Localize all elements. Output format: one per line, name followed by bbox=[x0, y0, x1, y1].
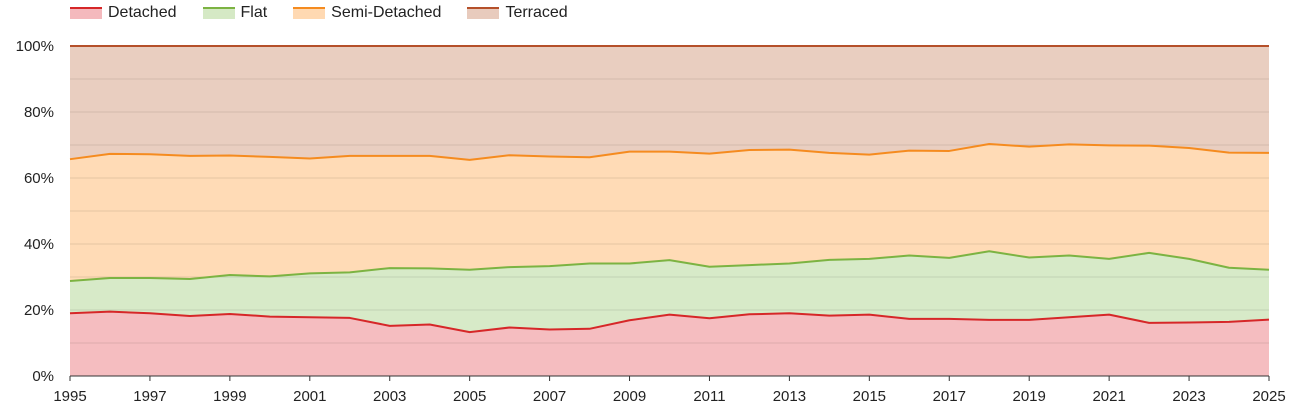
series-line-semi-detached bbox=[69, 143, 1270, 161]
y-tick-label: 40% bbox=[24, 236, 54, 253]
series-line-detached bbox=[69, 310, 1270, 334]
x-tick-label: 2017 bbox=[933, 388, 966, 405]
y-tick-label: 20% bbox=[24, 302, 54, 319]
area-fills bbox=[70, 46, 1269, 376]
area-terraced bbox=[70, 46, 1269, 160]
x-tick-label: 2007 bbox=[533, 388, 566, 405]
area-detached bbox=[70, 311, 1269, 376]
x-tick-label: 2003 bbox=[373, 388, 406, 405]
x-tick-label: 2005 bbox=[453, 388, 486, 405]
chart-legend: Detached Flat Semi-Detached Terraced bbox=[70, 3, 594, 23]
legend-swatch-semi-detached bbox=[293, 7, 326, 19]
x-tick-label: 2025 bbox=[1252, 388, 1285, 405]
x-tick-label: 1995 bbox=[53, 388, 86, 405]
area-semi-detached bbox=[70, 144, 1269, 281]
x-tick-label: 2015 bbox=[853, 388, 886, 405]
legend-label-terraced: Terraced bbox=[505, 4, 568, 21]
legend-swatch-terraced bbox=[467, 7, 500, 19]
series-lines bbox=[69, 45, 1270, 334]
x-tick-label: 1999 bbox=[213, 388, 246, 405]
y-tick-label: 100% bbox=[16, 38, 54, 55]
x-axis-tick-labels: 1995 1997 1999 2001 2003 2005 2007 2009 2011 2013… bbox=[53, 388, 1285, 405]
legend-item-terraced: Terraced bbox=[467, 4, 568, 22]
x-tick-label: 2013 bbox=[773, 388, 806, 405]
legend-swatch-flat bbox=[202, 7, 235, 19]
x-tick-label: 2009 bbox=[613, 388, 646, 405]
x-tick-label: 2021 bbox=[1092, 388, 1125, 405]
series-line-flat bbox=[69, 250, 1270, 282]
y-tick-label: 80% bbox=[24, 104, 54, 121]
y-tick-label: 60% bbox=[24, 170, 54, 187]
legend-item-flat: Flat bbox=[202, 4, 268, 22]
axes bbox=[69, 375, 1270, 381]
x-tick-label: 1997 bbox=[133, 388, 166, 405]
legend-label-detached: Detached bbox=[108, 4, 177, 21]
legend-label-semi-detached: Semi-Detached bbox=[331, 4, 442, 21]
y-axis-tick-labels: 0% 20% 40% 60% 80% 100% bbox=[16, 38, 54, 385]
legend-item-detached: Detached bbox=[70, 4, 177, 22]
x-tick-label: 2001 bbox=[293, 388, 326, 405]
legend-label-flat: Flat bbox=[240, 4, 268, 21]
legend-item-semi-detached: Semi-Detached bbox=[293, 4, 441, 22]
x-tick-label: 2011 bbox=[693, 388, 725, 405]
area-flat bbox=[70, 251, 1269, 333]
x-tick-label: 2023 bbox=[1172, 388, 1205, 405]
y-tick-label: 0% bbox=[32, 368, 54, 385]
x-tick-label: 2019 bbox=[1013, 388, 1046, 405]
legend-swatch-detached bbox=[70, 7, 102, 19]
